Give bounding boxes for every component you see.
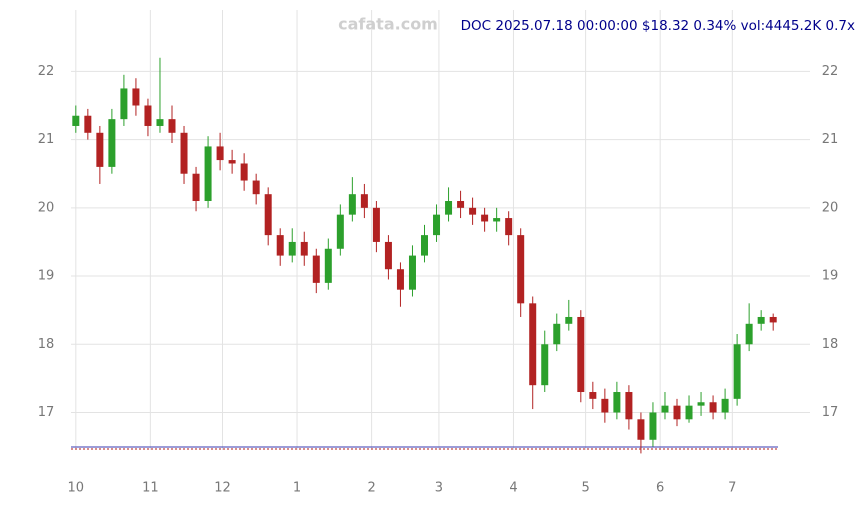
candle-body	[108, 119, 116, 167]
candle-body	[709, 402, 717, 413]
candle-body	[745, 323, 753, 345]
candle-body	[433, 214, 441, 236]
candle-body	[673, 405, 681, 420]
candle-body	[757, 316, 765, 324]
candle-body	[192, 173, 200, 202]
candle-body	[180, 132, 188, 174]
candle-body	[697, 402, 705, 406]
candle-body	[168, 119, 176, 133]
candle-body	[240, 163, 248, 181]
candle-body	[721, 398, 729, 413]
candle-body	[228, 160, 236, 164]
candle-body	[589, 392, 597, 399]
candle-body	[625, 392, 633, 420]
watermark: cafata.com	[338, 15, 438, 34]
candle-body	[288, 241, 296, 256]
candle-body	[348, 194, 356, 215]
candle-body	[120, 88, 128, 120]
y-tick-label: 21	[38, 132, 55, 147]
y-tick-label: 17	[38, 405, 55, 420]
x-tick-label: 6	[656, 481, 664, 496]
candle-body	[481, 214, 489, 222]
y-tick-label-right: 17	[822, 405, 839, 420]
y-tick-label-right: 18	[822, 337, 839, 352]
candle-body	[649, 412, 657, 440]
x-tick-label: 3	[435, 481, 443, 496]
candle-body	[637, 419, 645, 440]
candle-body	[661, 405, 669, 413]
y-tick-label: 19	[38, 269, 55, 284]
x-tick-label: 4	[509, 481, 517, 496]
x-tick-label: 7	[728, 481, 736, 496]
y-tick-label: 20	[38, 200, 55, 215]
x-tick-label: 2	[367, 481, 375, 496]
candle-body	[144, 105, 152, 126]
candle-body	[613, 392, 621, 413]
candle-body	[204, 146, 212, 202]
candle-body	[601, 398, 609, 413]
x-tick-label: 1	[293, 481, 301, 496]
x-tick-label: 11	[142, 481, 159, 496]
candle-body	[372, 207, 380, 242]
candle-body	[300, 241, 308, 256]
candle-body	[529, 303, 537, 386]
candle-body	[421, 235, 428, 256]
candle-body	[312, 255, 320, 283]
candle-body	[156, 119, 164, 126]
grid	[71, 10, 810, 450]
candle-body	[517, 235, 525, 304]
candle-body	[493, 218, 501, 222]
candle-body	[132, 88, 140, 106]
candle-body	[216, 146, 224, 161]
candle-body	[264, 194, 272, 236]
x-tick-label: 5	[581, 481, 589, 496]
candle-body	[252, 180, 260, 195]
candle-body	[685, 405, 693, 420]
y-tick-label: 22	[38, 64, 55, 79]
candle-body	[541, 344, 549, 386]
y-tick-label-right: 22	[822, 64, 839, 79]
candle-body	[396, 269, 404, 290]
x-tick-label: 10	[68, 481, 85, 496]
candle-body	[276, 235, 284, 256]
candle-body	[457, 201, 465, 208]
candle-body	[577, 316, 585, 393]
candle-body	[445, 201, 453, 215]
candle-body	[408, 255, 416, 290]
candle-body	[84, 115, 92, 133]
y-tick-label-right: 20	[822, 200, 839, 215]
candle-body	[565, 316, 573, 324]
candle-body	[324, 248, 332, 283]
candle-body	[96, 132, 104, 167]
candle-body	[733, 344, 741, 399]
candle-body	[360, 194, 368, 208]
x-tick-label: 12	[214, 481, 231, 496]
candle-body	[336, 214, 344, 249]
candle-body	[384, 241, 392, 270]
candle-body	[72, 115, 80, 126]
candle-body	[769, 316, 777, 323]
y-tick-label-right: 19	[822, 269, 839, 284]
candle-body	[469, 207, 477, 215]
chart-title: DOC 2025.07.18 00:00:00 $18.32 0.34% vol…	[461, 18, 855, 34]
y-tick-label: 18	[38, 337, 55, 352]
candle-body	[505, 218, 513, 236]
candle-body	[553, 323, 561, 345]
y-tick-label-right: 21	[822, 132, 839, 147]
